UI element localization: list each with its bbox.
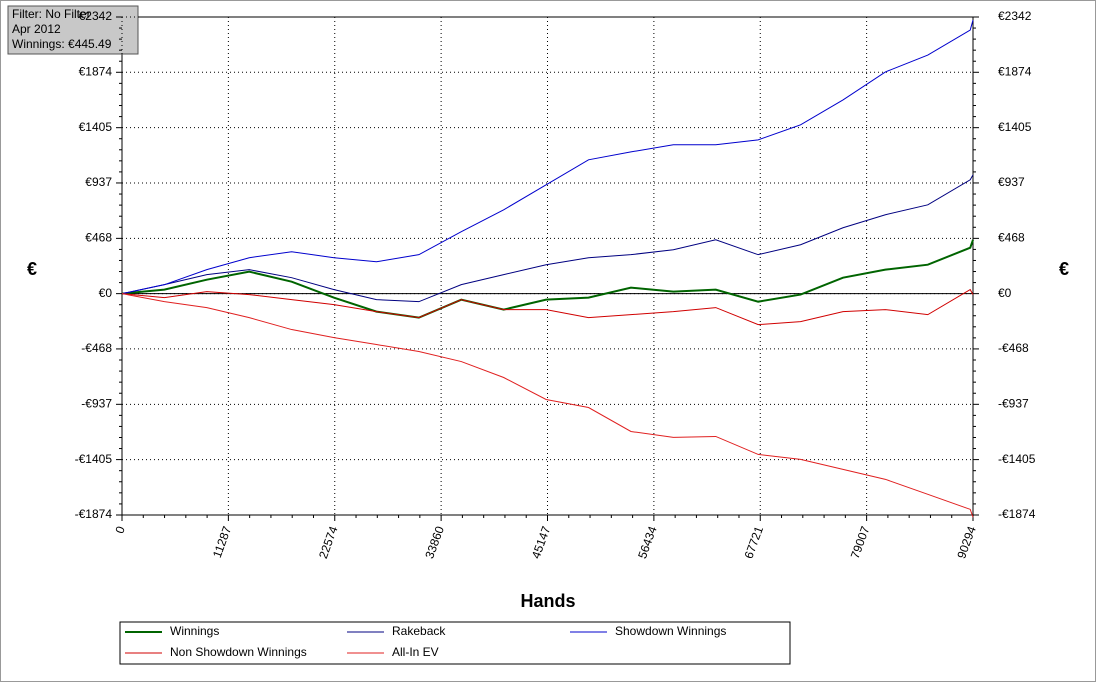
legend-label: Winnings [170, 624, 219, 638]
y2-tick-label: €1405 [998, 120, 1032, 134]
y2-tick-label: €1874 [998, 64, 1032, 78]
series-line [121, 293, 974, 518]
series-line [121, 239, 974, 319]
x-axis-label: Hands [520, 591, 575, 611]
y2-tick-label: -€1874 [998, 507, 1036, 521]
y2-tick-label: €937 [998, 175, 1025, 189]
y-tick-label: -€1405 [75, 452, 113, 466]
legend-label: Showdown Winnings [615, 624, 726, 638]
series-line [121, 174, 974, 303]
y2-tick-label: -€1405 [998, 452, 1036, 466]
legend-label: Rakeback [392, 624, 446, 638]
y2-tick-label: €468 [998, 231, 1025, 245]
y-tick-label: €1874 [79, 64, 113, 78]
info-box [7, 5, 139, 55]
info-filter: Filter: No Filter [12, 7, 91, 21]
y-tick-label: €468 [85, 231, 112, 245]
info-date: Apr 2012 [12, 22, 61, 36]
y-tick-label: €2342 [79, 9, 113, 23]
y2-tick-label: -€937 [998, 396, 1029, 410]
y2-axis-label: € [1059, 259, 1069, 279]
series-line [121, 288, 974, 326]
info-winnings: Winnings: €445.49 [12, 37, 112, 51]
y2-tick-label: €2342 [998, 9, 1032, 23]
legend [119, 621, 791, 665]
y-tick-label: €937 [85, 175, 112, 189]
x-tick-label: 0 [112, 524, 128, 535]
y-tick-label: €0 [99, 286, 113, 300]
y-tick-label: -€937 [81, 396, 112, 410]
y-axis-label: € [27, 259, 37, 279]
y-tick-label: -€468 [81, 341, 112, 355]
y-tick-label: €1405 [79, 120, 113, 134]
legend-label: All-In EV [392, 645, 439, 659]
y2-tick-label: -€468 [998, 341, 1029, 355]
series-line [121, 19, 974, 295]
y2-tick-label: €0 [998, 286, 1012, 300]
y-tick-label: -€1874 [75, 507, 113, 521]
legend-label: Non Showdown Winnings [170, 645, 307, 659]
